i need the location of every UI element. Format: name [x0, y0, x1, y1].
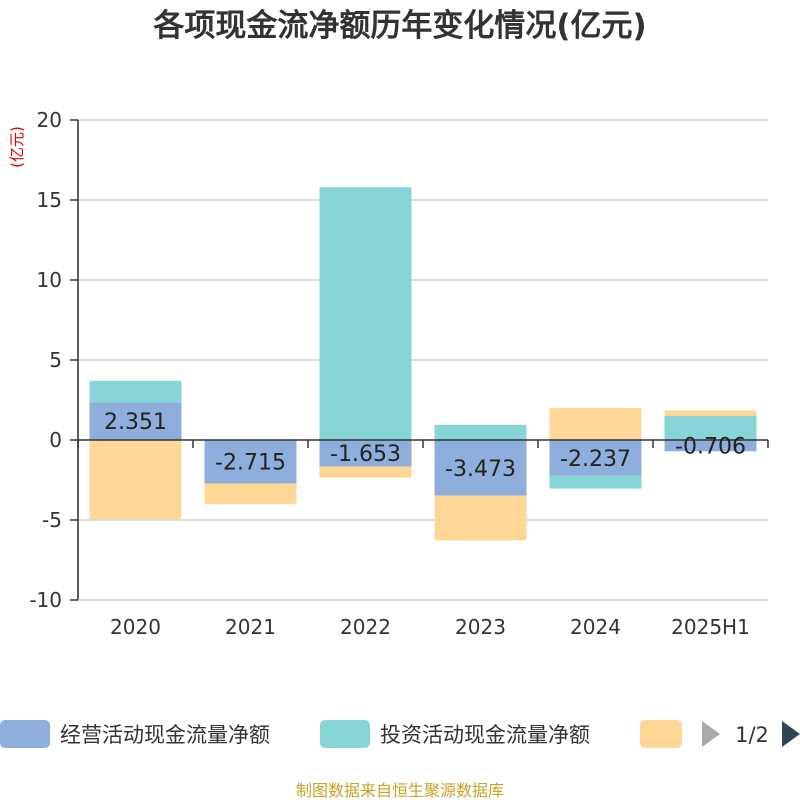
bar-segment-series-1-2020[interactable] [89, 380, 182, 403]
legend-next-page-icon[interactable] [782, 721, 800, 747]
bar-segment-series-2-2022[interactable] [319, 466, 412, 478]
y-tick-label: 0 [49, 428, 62, 452]
x-tick-label: 2020 [110, 615, 161, 639]
x-tick-label: 2022 [340, 615, 391, 639]
bar-segment-series-0-2025H1[interactable] [664, 440, 757, 452]
legend-swatch-investing[interactable] [320, 720, 370, 748]
legend-swatch-operating[interactable] [0, 720, 50, 748]
y-tick-label: 20 [37, 108, 62, 132]
y-axis-unit-label: (亿元) [8, 126, 26, 168]
data-label: 2.351 [104, 410, 167, 435]
bar-segment-series-2-2024[interactable] [549, 408, 642, 440]
data-label: -1.653 [330, 442, 401, 467]
bar-segment-series-1-2024[interactable] [549, 475, 642, 489]
data-label: -2.237 [560, 447, 631, 472]
x-tick-label: 2023 [455, 615, 506, 639]
x-tick-label: 2025H1 [671, 615, 750, 639]
data-label: -3.473 [445, 457, 516, 482]
bar-segment-series-2-2020[interactable] [89, 440, 182, 520]
axes [77, 120, 769, 601]
grid-lines [70, 119, 768, 601]
x-tick-labels: 2020 2021 2022 2023 2024 2025H1 [110, 615, 750, 639]
legend-swatch-financing[interactable] [640, 720, 682, 748]
y-tick-label: -10 [29, 588, 62, 612]
bar-segment-series-2-2021[interactable] [204, 483, 297, 505]
y-tick-label: -5 [42, 508, 62, 532]
x-tick-label: 2024 [570, 615, 621, 639]
legend-page-indicator: 1/2 [735, 723, 769, 747]
bar-segment-series-2-2025H1[interactable] [664, 410, 757, 416]
legend-prev-page-icon[interactable] [702, 721, 720, 747]
bar-segment-series-0-2020[interactable] [89, 402, 182, 440]
bar-segment-series-0-2021[interactable] [204, 440, 297, 484]
bar-segment-series-1-2025H1[interactable] [664, 416, 757, 440]
data-labels: 2.351 -2.715 -1.653 -3.473 -2.237 -0.706 [104, 410, 746, 482]
data-label: -0.706 [675, 435, 746, 460]
bar-segment-series-2-2023[interactable] [434, 495, 527, 541]
y-tick-label: 15 [37, 188, 62, 212]
y-tick-label: 5 [49, 348, 62, 372]
legend-label-operating[interactable]: 经营活动现金流量净额 [60, 723, 270, 747]
y-tick-label: 10 [37, 268, 62, 292]
bar-segment-series-0-2024[interactable] [549, 440, 642, 476]
data-source-note: 制图数据来自恒生聚源数据库 [296, 781, 504, 800]
bar-segment-series-0-2023[interactable] [434, 440, 527, 496]
bars [89, 187, 757, 541]
chart-title: 各项现金流净额历年变化情况(亿元) [152, 8, 646, 44]
legend-label-investing[interactable]: 投资活动现金流量净额 [380, 723, 590, 747]
bar-segment-series-1-2022[interactable] [319, 187, 412, 440]
x-tick-label: 2021 [225, 615, 276, 639]
data-label: -2.715 [215, 451, 286, 476]
legend: 经营活动现金流量净额 投资活动现金流量净额 1/2 [0, 720, 800, 748]
bar-segment-series-1-2023[interactable] [434, 424, 527, 440]
y-tick-labels: 20 15 10 5 0 -5 -10 [29, 108, 62, 612]
bar-segment-series-0-2022[interactable] [319, 440, 412, 467]
